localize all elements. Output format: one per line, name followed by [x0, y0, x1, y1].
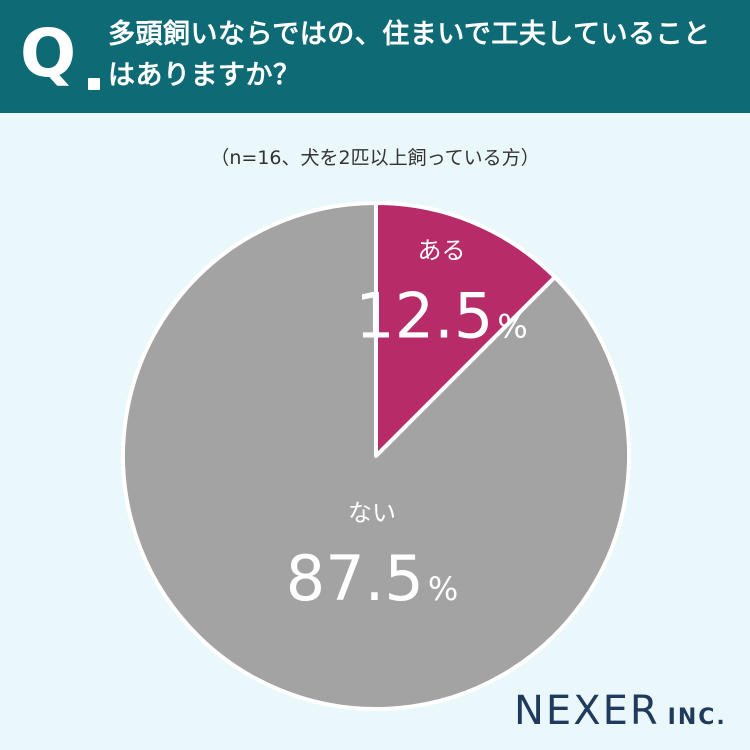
nexer-logo: NEXER INC. [514, 688, 727, 734]
pie-slice-yes [374, 201, 557, 458]
question-header: Q 多頭飼いならではの、住まいで工夫していることはありますか？ [0, 0, 750, 113]
sample-note: （n=16、犬を2匹以上飼っている方） [210, 147, 540, 169]
q-dot [88, 78, 100, 90]
slice-label-no: ない [348, 499, 396, 527]
slice-value-no: 87.5% [286, 542, 458, 615]
logo-name: NEXER [514, 688, 660, 734]
question-text: 多頭飼いならではの、住まいで工夫していることはありますか？ [108, 19, 711, 91]
slice-value-yes: 12.5% [355, 280, 527, 353]
q-label: Q [20, 15, 77, 92]
logo-suffix: INC. [667, 705, 727, 730]
pie-slice-no [121, 201, 631, 711]
slice-label-yes: ある [418, 237, 466, 265]
